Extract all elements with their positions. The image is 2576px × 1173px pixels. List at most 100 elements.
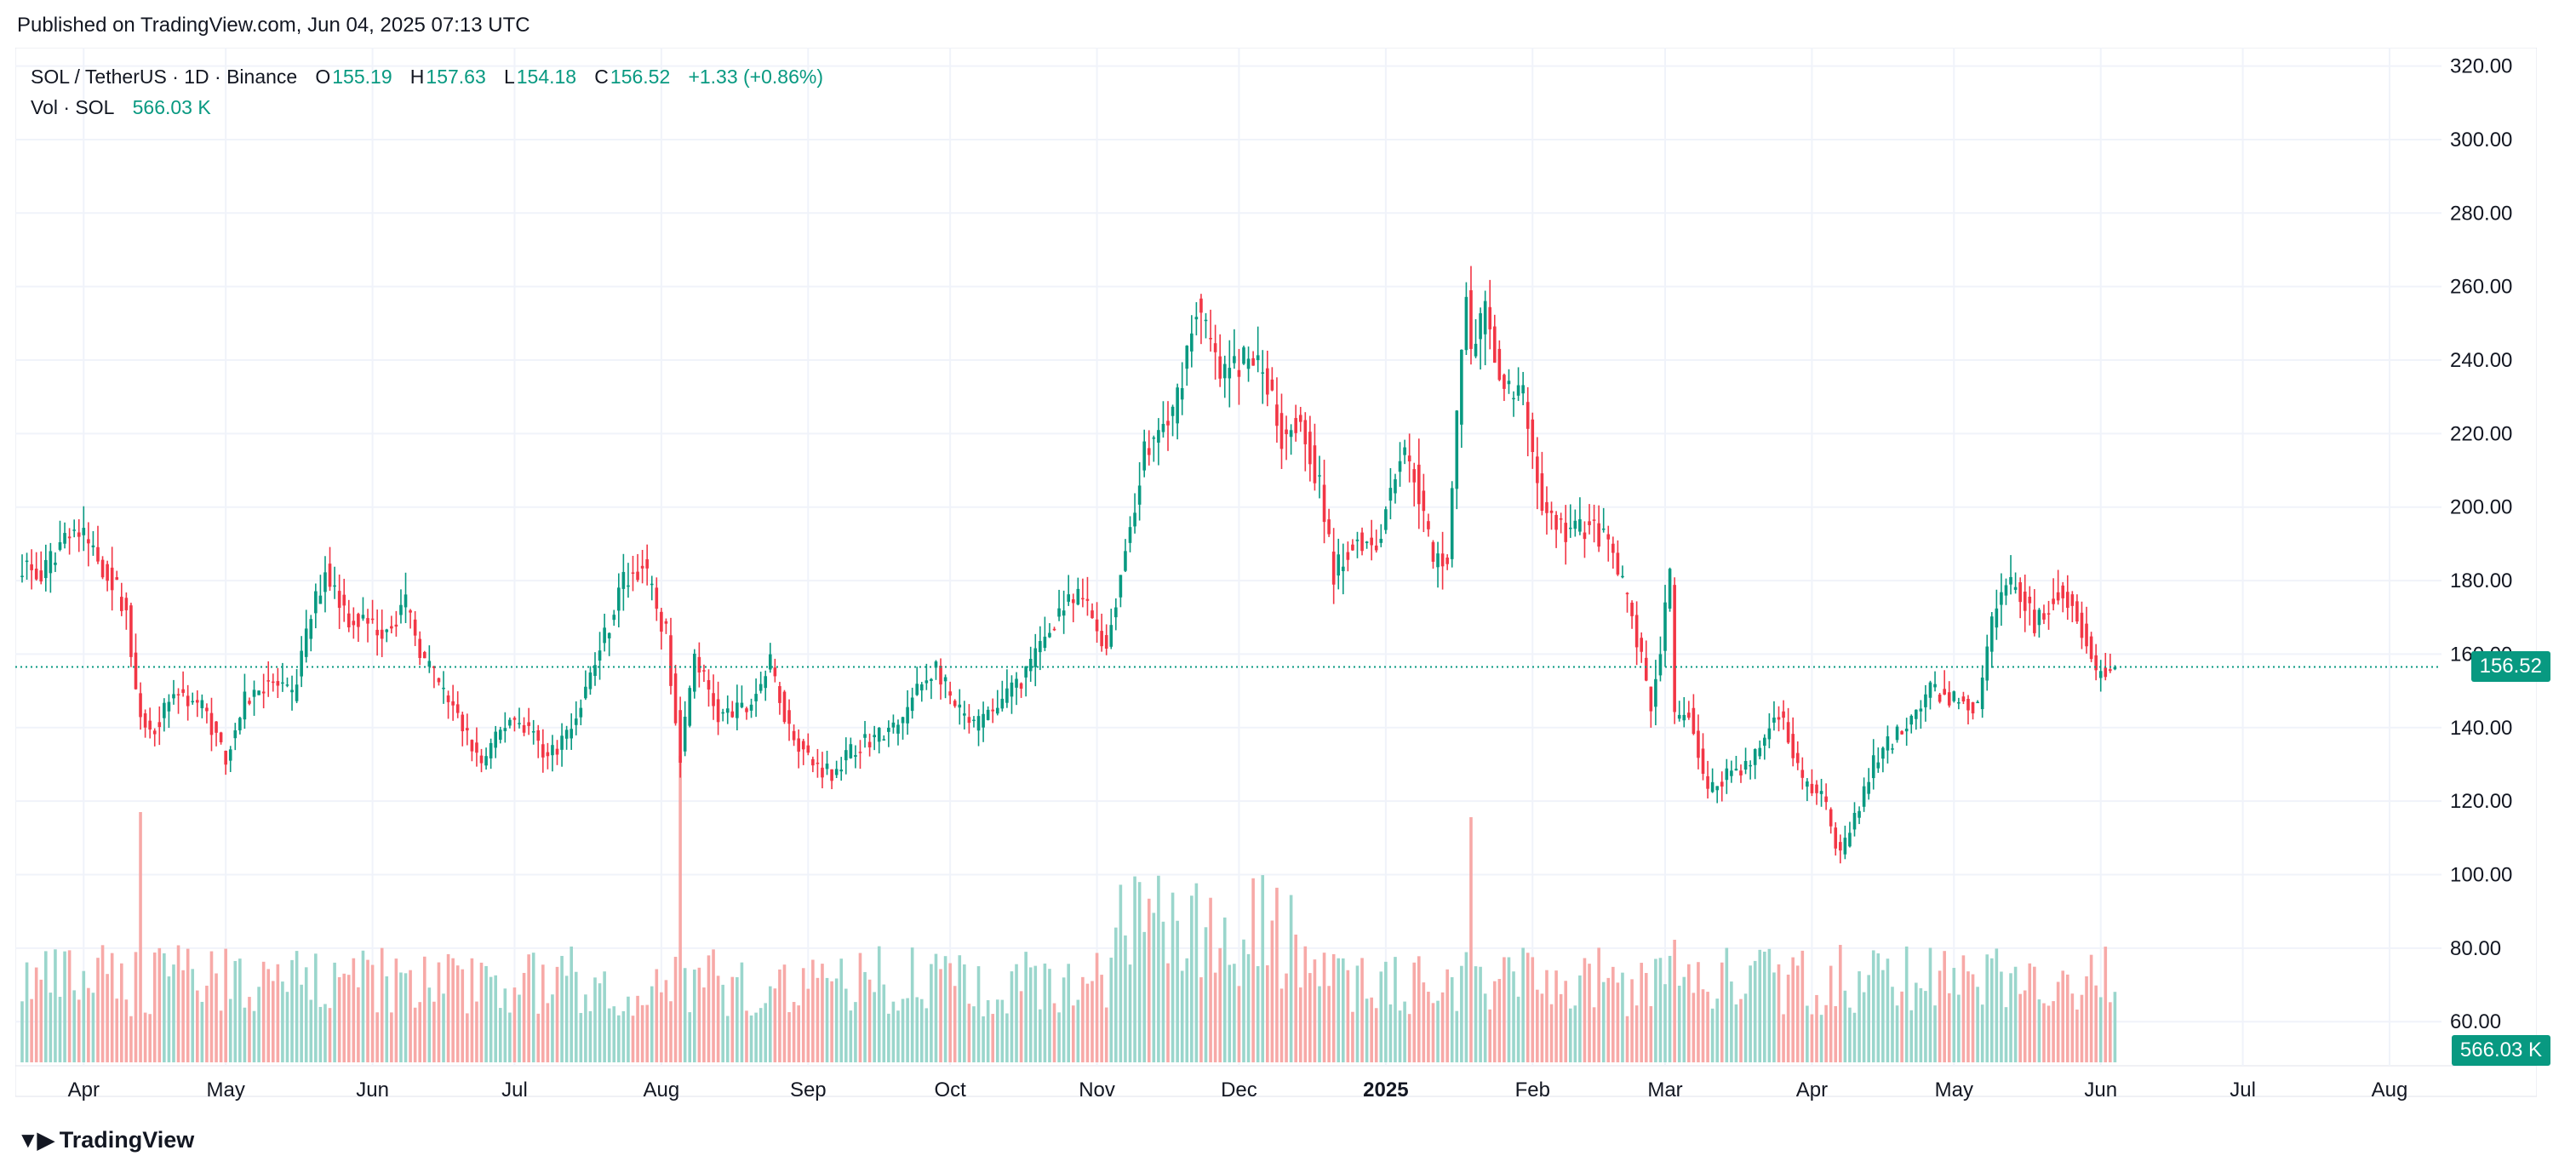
volume-bar [811,959,815,1062]
candle-body [1848,833,1852,847]
candle-body [1483,300,1487,335]
volume-bar [593,977,597,1062]
candle-body [1294,418,1297,433]
volume-bar [1142,931,1146,1062]
volume-bar [627,996,630,1062]
volume-bar [186,948,190,1062]
candle-body [518,723,521,724]
volume-bar [1649,1006,1653,1062]
candle-body [631,572,635,574]
volume-bar [418,1002,422,1062]
candle-body [106,564,109,581]
candle-body [163,702,166,718]
volume-bar [1119,884,1123,1062]
candle-body [1900,731,1903,735]
candle-body [1313,445,1317,484]
volume-bar [191,969,195,1062]
candle-body [910,697,914,712]
candle-body [627,585,630,587]
volume-bar [910,947,914,1062]
volume-bar [1365,998,1369,1062]
volume-bar [1394,957,1397,1062]
volume-bar [891,1001,896,1062]
volume-bar [1767,948,1772,1062]
volume-bar [1663,984,1667,1062]
candle-body [1270,379,1274,391]
volume-bar [1536,989,1539,1062]
volume-tag: 566.03 K [2451,1035,2550,1066]
candle-body [2109,669,2112,672]
volume-bar [370,964,375,1062]
volume-bar [1862,992,1866,1062]
volume-bar [621,1010,626,1062]
volume-bar [1318,986,1321,1062]
candle-body [248,701,251,704]
volume-bar [730,976,735,1062]
open-label: O [315,66,331,88]
volume-bar [1621,972,1624,1062]
symbol-label[interactable]: SOL / TetherUS · 1D · Binance [31,66,298,88]
candle-body [437,678,441,683]
candle-body [1242,347,1245,364]
candle-body [939,666,942,685]
candle-body [1710,781,1714,792]
volume-row: Vol · SOL 566.03 K [31,92,825,123]
volume-bar [2065,974,2069,1062]
candle-body [63,533,66,544]
volume-bar [792,1002,796,1062]
volume-bar [366,959,369,1062]
volume-bar [1479,966,1482,1062]
candle-body [1668,569,1672,609]
candle-body [1928,682,1932,698]
volume-bar [1474,966,1478,1062]
candle-body [754,694,758,701]
candle-body [1578,519,1582,532]
candle-body [30,564,33,570]
volume-bar [2113,992,2117,1062]
candle-body [186,695,190,707]
candle-body [660,611,663,632]
volume-bar [2023,990,2027,1062]
candle-body [494,731,497,748]
chart-area[interactable]: 60.0080.00100.00120.00140.00160.00180.00… [15,48,2537,1113]
volume-bar [1294,934,1297,1062]
candle-body [238,718,242,730]
volume-bar [1445,969,1449,1062]
volume-bar [584,994,587,1062]
candle-body [44,559,48,579]
candle-body [479,755,484,764]
volume-bar [157,947,162,1062]
candle-body [124,598,129,610]
volume-bar [1209,897,1212,1062]
candle-body [1100,631,1103,647]
volume-bar [233,960,238,1062]
volume-bar [1682,976,1686,1062]
candle-body [129,605,133,657]
candle-body [688,688,692,726]
volume-bar [1989,958,1994,1062]
y-tick-label: 180.00 [2450,569,2512,592]
candle-body [91,545,95,547]
volume-bar [87,987,90,1062]
candle-body [1971,701,1975,714]
price-chart[interactable]: 60.0080.00100.00120.00140.00160.00180.00… [15,48,2537,1113]
volume-bar [1772,972,1776,1062]
volume-bar [2013,966,2018,1062]
volume-bar [115,998,119,1062]
volume-bar [1010,971,1014,1062]
candle-body [1407,455,1411,462]
volume-bar [768,986,772,1062]
volume-bar [919,998,924,1062]
volume-bar [1611,966,1615,1062]
footer-brand[interactable]: ▼▶ TradingView [17,1127,194,1153]
candle-body [148,720,152,730]
candle-body [172,694,175,699]
volume-bar [238,958,242,1062]
candle-body [863,734,867,738]
volume-bar [2033,966,2036,1062]
volume-bar [693,970,696,1062]
volume-bar [707,955,711,1062]
volume-bar [1601,981,1606,1062]
candle-body [508,719,512,726]
volume-label[interactable]: Vol · SOL [31,96,115,118]
